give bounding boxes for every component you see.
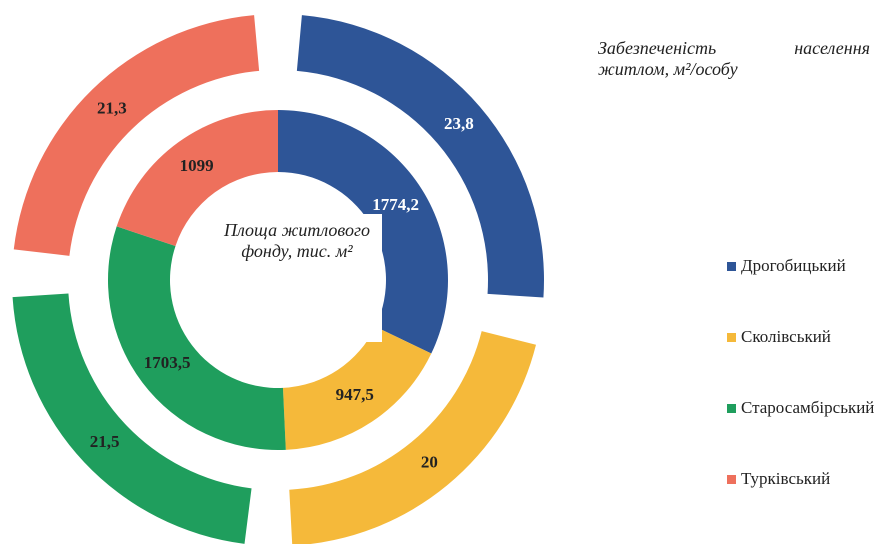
legend-item: Дрогобицький	[727, 256, 846, 276]
outer-ring-caption: Забезпеченість населення житлом, м²/особ…	[598, 38, 870, 79]
donut-segment	[296, 15, 544, 298]
data-label: 1703,5	[144, 353, 191, 372]
donut-segment	[282, 326, 432, 450]
inner-ring-caption: Площа житлового фонду, тис. м²	[212, 214, 382, 342]
legend-label: Турківський	[741, 469, 831, 488]
legend-item: Сколівський	[727, 327, 831, 347]
legend-swatch	[727, 403, 736, 413]
legend-label: Сколівський	[741, 327, 831, 346]
data-label: 947,5	[336, 385, 374, 404]
legend-label: Дрогобицький	[741, 256, 846, 275]
legend-swatch	[727, 332, 736, 342]
legend-swatch	[727, 474, 736, 484]
legend-item: Старосамбірський	[727, 398, 874, 418]
legend-item: Турківський	[727, 469, 830, 489]
data-label: 21,3	[97, 98, 127, 117]
donut-segment	[289, 331, 536, 544]
legend-swatch	[727, 261, 736, 271]
data-label: 1099	[180, 156, 214, 175]
donut-segment	[107, 226, 286, 450]
data-label: 20	[421, 453, 438, 472]
donut-segment	[12, 293, 252, 544]
donut-segment	[278, 110, 448, 354]
legend-label: Старосамбірський	[741, 398, 875, 417]
data-label: 1774,2	[372, 195, 419, 214]
donut-segment	[13, 15, 260, 256]
data-label: 21,5	[90, 432, 120, 451]
donut-segment	[116, 110, 278, 246]
data-label: 23,8	[444, 114, 474, 133]
